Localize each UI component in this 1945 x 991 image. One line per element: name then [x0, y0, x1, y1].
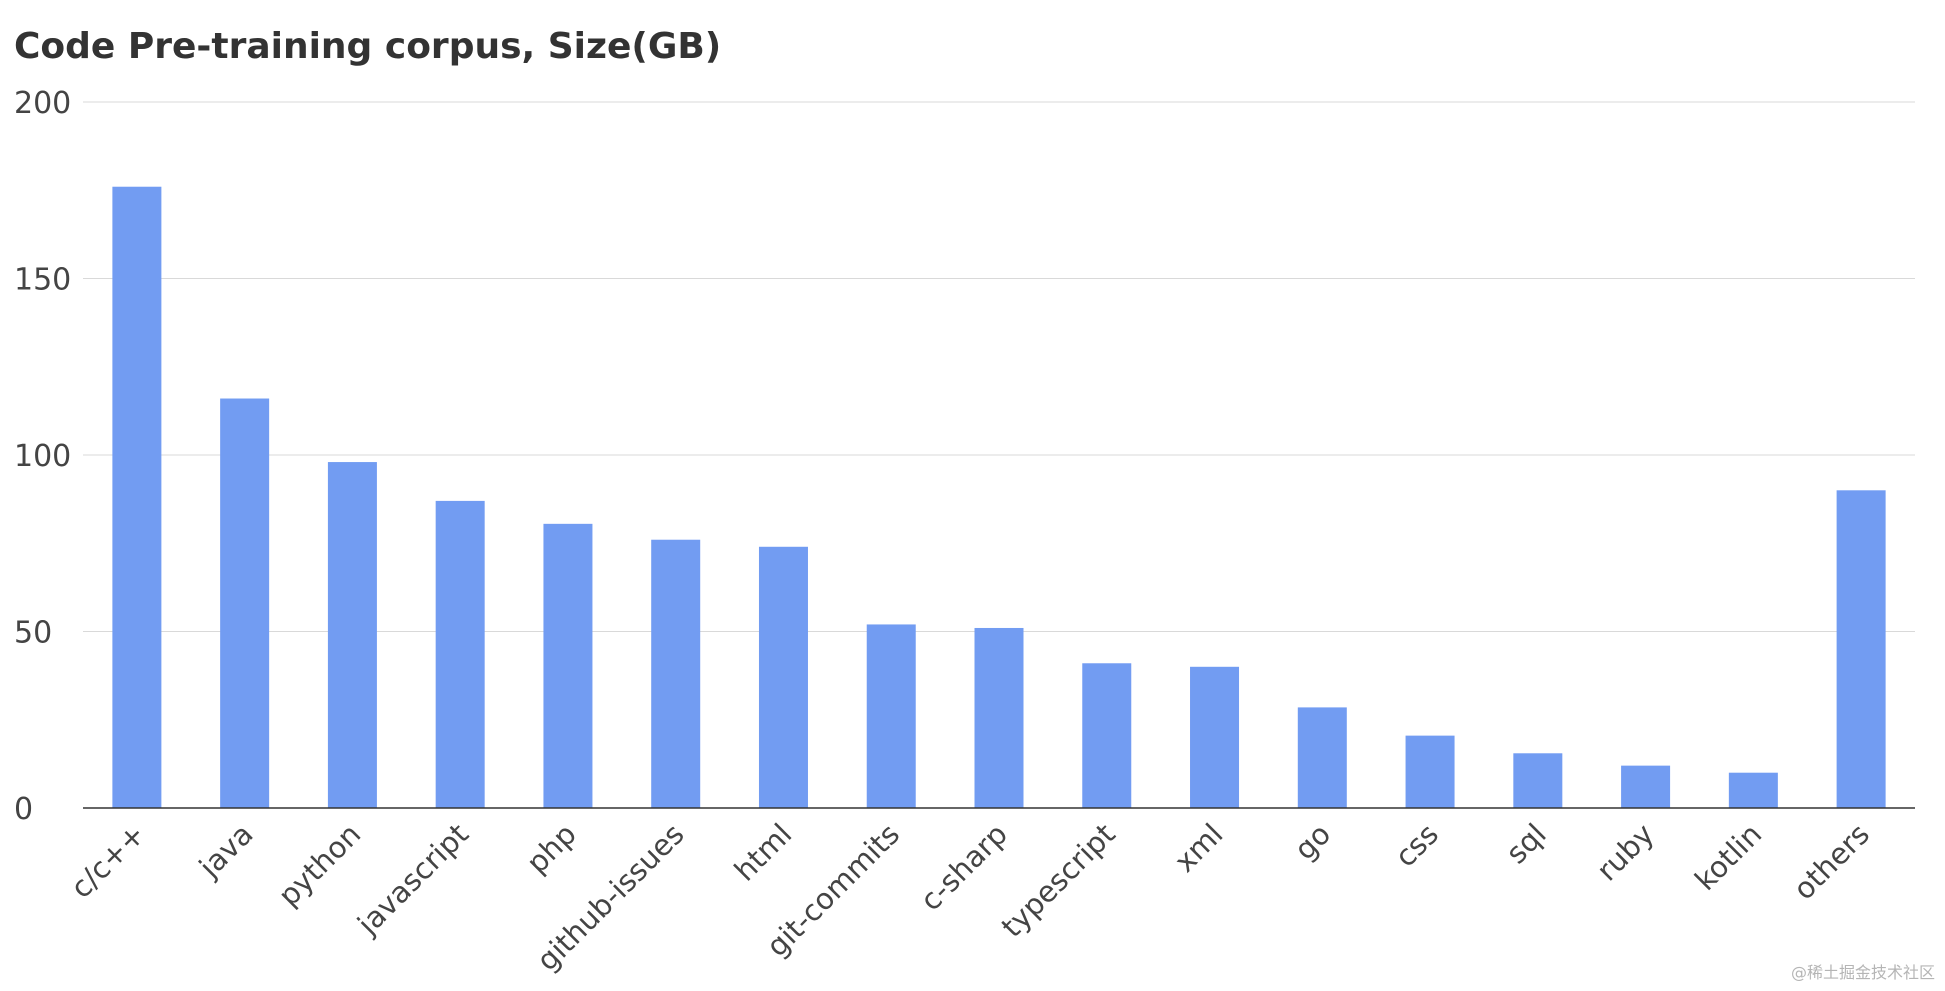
x-tick-label: python — [272, 817, 368, 913]
bar — [543, 523, 593, 808]
y-tick-label: 200 — [14, 86, 71, 121]
bar — [327, 462, 377, 808]
bar — [112, 186, 162, 809]
bar — [435, 500, 485, 808]
x-tick-label: typescript — [995, 817, 1122, 944]
bar — [974, 627, 1024, 808]
x-tick-label: go — [1288, 817, 1338, 867]
bars — [112, 186, 1886, 809]
y-tick-label: 0 — [14, 792, 33, 827]
bar — [1190, 666, 1240, 808]
bar — [866, 624, 916, 808]
x-tick-label: sql — [1499, 817, 1552, 870]
y-tick-label: 150 — [14, 263, 71, 298]
x-tick-label: others — [1787, 817, 1876, 906]
bar — [220, 398, 270, 808]
bar — [758, 546, 808, 808]
bar — [1728, 772, 1778, 808]
x-tick-label: java — [192, 817, 260, 885]
bar — [1621, 765, 1671, 808]
bar — [651, 539, 701, 808]
x-tick-label: c-sharp — [914, 817, 1014, 917]
bar — [1405, 735, 1455, 808]
x-tick-label: javascript — [350, 817, 475, 942]
x-tick-label: html — [728, 817, 799, 888]
x-tick-label: ruby — [1590, 817, 1661, 888]
chart-title: Code Pre-training corpus, Size(GB) — [14, 26, 722, 67]
y-tick-label: 50 — [14, 616, 52, 651]
bar — [1513, 753, 1563, 808]
x-tick-label: css — [1388, 817, 1445, 874]
bar — [1836, 490, 1886, 808]
watermark: @稀土掘金技术社区 — [1790, 963, 1935, 982]
bar — [1297, 707, 1347, 808]
x-tick-label: kotlin — [1688, 817, 1768, 897]
x-tick-label: php — [520, 817, 583, 880]
bar — [1082, 663, 1132, 808]
x-tick-label: xml — [1168, 817, 1230, 879]
y-tick-label: 100 — [14, 439, 71, 474]
gridlines — [83, 101, 1915, 632]
x-tick-label: c/c++ — [64, 817, 152, 905]
